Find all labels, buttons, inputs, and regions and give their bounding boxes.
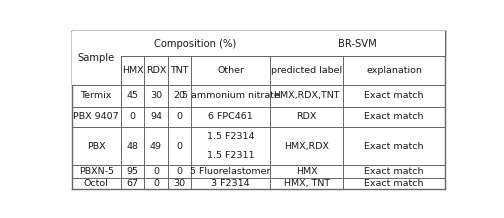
Text: PBX 9407: PBX 9407 [74,112,119,121]
Text: RDX: RDX [146,66,166,75]
Text: Exact match: Exact match [364,167,424,176]
Text: 48: 48 [127,142,139,151]
Text: RDX: RDX [296,112,317,121]
Text: 0: 0 [153,167,159,176]
Text: 0: 0 [176,142,182,151]
Text: PBXN-5: PBXN-5 [79,167,114,176]
Bar [72,31,121,85]
Text: TNT: TNT [170,66,188,75]
Text: HMX, TNT: HMX, TNT [284,179,330,188]
Text: HMX,RDX,TNT: HMX,RDX,TNT [274,91,340,100]
Text: HMX,RDX: HMX,RDX [284,142,329,151]
Text: HMX: HMX [121,66,143,75]
Text: 20: 20 [173,91,185,100]
Text: 45: 45 [127,91,139,100]
Bar [121,31,270,56]
Text: explanation: explanation [366,66,422,75]
Text: predicted label: predicted label [271,66,342,75]
Text: 1.5 F2311: 1.5 F2311 [207,151,255,160]
Text: 0: 0 [176,112,182,121]
Bar [270,31,445,56]
Text: 30: 30 [150,91,162,100]
Text: 94: 94 [150,112,162,121]
Text: Exact match: Exact match [364,112,424,121]
Text: 49: 49 [150,142,162,151]
Text: Octol: Octol [84,179,108,188]
Text: 3 F2314: 3 F2314 [211,179,250,188]
Text: 0: 0 [176,167,182,176]
Text: Exact match: Exact match [364,142,424,151]
Text: BR-SVM: BR-SVM [338,39,377,49]
Text: Composition (%): Composition (%) [154,39,236,49]
Text: 30: 30 [173,179,185,188]
Text: Exact match: Exact match [364,91,424,100]
Text: 1.5 F2314: 1.5 F2314 [207,132,255,141]
Text: 95: 95 [127,167,139,176]
Text: 0: 0 [153,179,159,188]
Text: PBX: PBX [87,142,105,151]
Text: HMX: HMX [296,167,318,176]
Text: 67: 67 [127,179,139,188]
Text: 5 ammonium nitrate: 5 ammonium nitrate [181,91,280,100]
Text: 0: 0 [130,112,136,121]
Text: 5 Fluorelastomer: 5 Fluorelastomer [191,167,271,176]
Text: Exact match: Exact match [364,179,424,188]
Text: Other: Other [217,66,244,75]
Text: Sample: Sample [78,53,115,63]
Text: 6 FPC461: 6 FPC461 [208,112,253,121]
Text: Termix: Termix [81,91,112,100]
